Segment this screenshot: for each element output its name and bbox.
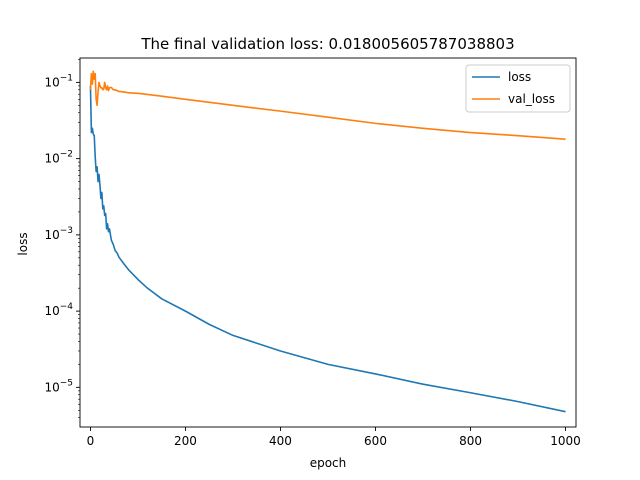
- x-axis: 0 200 400 600 800 1000: [87, 427, 581, 448]
- y-tick-exponent: −5: [60, 378, 73, 388]
- x-axis-label: epoch: [310, 456, 347, 470]
- legend: loss val_loss: [465, 64, 571, 113]
- y-tick-exponent: −4: [60, 302, 74, 312]
- series-layer: [89, 70, 566, 413]
- y-tick-label: 10−4: [44, 302, 73, 318]
- legend-label-loss: loss: [508, 70, 531, 84]
- x-tick-label: 1000: [550, 434, 581, 448]
- x-tick-label: 800: [459, 434, 482, 448]
- series-line-loss: [89, 85, 566, 413]
- y-tick-exponent: −2: [60, 150, 73, 160]
- y-tick-exponent: −1: [60, 73, 73, 83]
- y-tick-label: 10−2: [44, 150, 73, 166]
- y-axis-label: loss: [16, 232, 30, 255]
- y-axis: 10−510−410−310−210−1: [44, 59, 80, 418]
- y-tick-base: 10: [44, 380, 59, 394]
- chart-title: The final validation loss: 0.01800560578…: [140, 35, 514, 53]
- y-tick-label: 10−5: [44, 378, 73, 394]
- y-tick-label: 10−1: [44, 73, 73, 89]
- y-tick-base: 10: [44, 228, 59, 242]
- series-line-val-loss: [89, 70, 566, 140]
- y-tick-base: 10: [44, 304, 59, 318]
- x-tick-label: 600: [364, 434, 387, 448]
- y-tick-base: 10: [44, 75, 59, 89]
- y-tick-exponent: −3: [60, 226, 73, 236]
- y-tick-base: 10: [44, 152, 59, 166]
- x-tick-label: 200: [174, 434, 197, 448]
- x-tick-label: 0: [87, 434, 95, 448]
- x-tick-label: 400: [269, 434, 292, 448]
- legend-label-val-loss: val_loss: [508, 92, 555, 106]
- y-tick-label: 10−3: [44, 226, 73, 242]
